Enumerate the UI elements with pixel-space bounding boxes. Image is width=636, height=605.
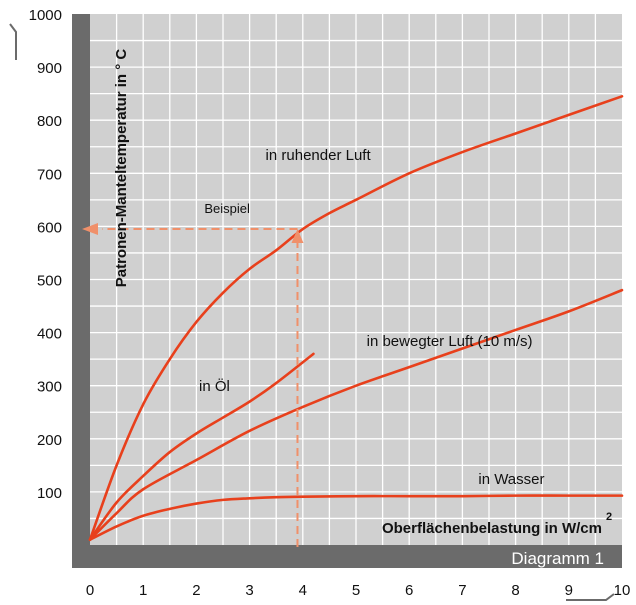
diagram-label: Diagramm 1 bbox=[511, 549, 604, 568]
y-axis-title: Patronen-Manteltemperatur in ° C bbox=[113, 49, 130, 288]
x-tick-label: 3 bbox=[245, 582, 253, 599]
x-tick-label: 6 bbox=[405, 582, 413, 599]
y-tick-label: 400 bbox=[37, 326, 62, 343]
series-line-oel bbox=[88, 352, 315, 541]
x-tick-label: 0 bbox=[86, 582, 94, 599]
x-tick-label: 2 bbox=[192, 582, 200, 599]
data-curves bbox=[88, 95, 624, 541]
x-tick-label: 7 bbox=[458, 582, 466, 599]
series-label: in bewegter Luft (10 m/s) bbox=[367, 333, 533, 350]
x-tick-label: 8 bbox=[511, 582, 519, 599]
series-line-bewegter-luft bbox=[88, 288, 624, 541]
y-tick-label: 500 bbox=[37, 273, 62, 290]
series-label: in ruhender Luft bbox=[266, 147, 372, 164]
y-tick-label: 200 bbox=[37, 432, 62, 449]
series-label: in Wasser bbox=[478, 471, 544, 488]
y-tick-label: 300 bbox=[37, 379, 62, 396]
x-tick-label: 5 bbox=[352, 582, 360, 599]
y-axis-arrow-icon bbox=[9, 23, 17, 60]
y-tick-label: 600 bbox=[37, 219, 62, 236]
y-tick-label: 100 bbox=[37, 485, 62, 502]
x-tick-label: 4 bbox=[299, 582, 307, 599]
example-left-arrowhead bbox=[82, 223, 98, 236]
series-line-wasser bbox=[88, 494, 624, 541]
x-axis-title: Oberflächenbelastung in W/cm bbox=[382, 520, 602, 537]
x-axis-title-superscript: 2 bbox=[606, 511, 612, 523]
example-label: Beispiel bbox=[204, 201, 250, 216]
x-axis-arrow-icon bbox=[566, 593, 615, 601]
y-tick-label: 700 bbox=[37, 166, 62, 183]
x-tick-label: 9 bbox=[565, 582, 573, 599]
example-up-arrowhead bbox=[291, 229, 304, 244]
series-line-ruhender-luft bbox=[88, 95, 624, 541]
example-guide: Beispiel bbox=[82, 201, 304, 547]
grid-lines bbox=[90, 14, 622, 545]
chart-labels: in ruhender Luft in bewegter Luft (10 m/s… bbox=[9, 7, 631, 601]
x-tick-label: 1 bbox=[139, 582, 147, 599]
y-tick-label: 800 bbox=[37, 113, 62, 130]
y-tick-label: 900 bbox=[37, 60, 62, 77]
x-tick-label: 10 bbox=[614, 582, 631, 599]
series-label: in Öl bbox=[199, 377, 230, 395]
y-tick-label: 1000 bbox=[29, 7, 62, 24]
